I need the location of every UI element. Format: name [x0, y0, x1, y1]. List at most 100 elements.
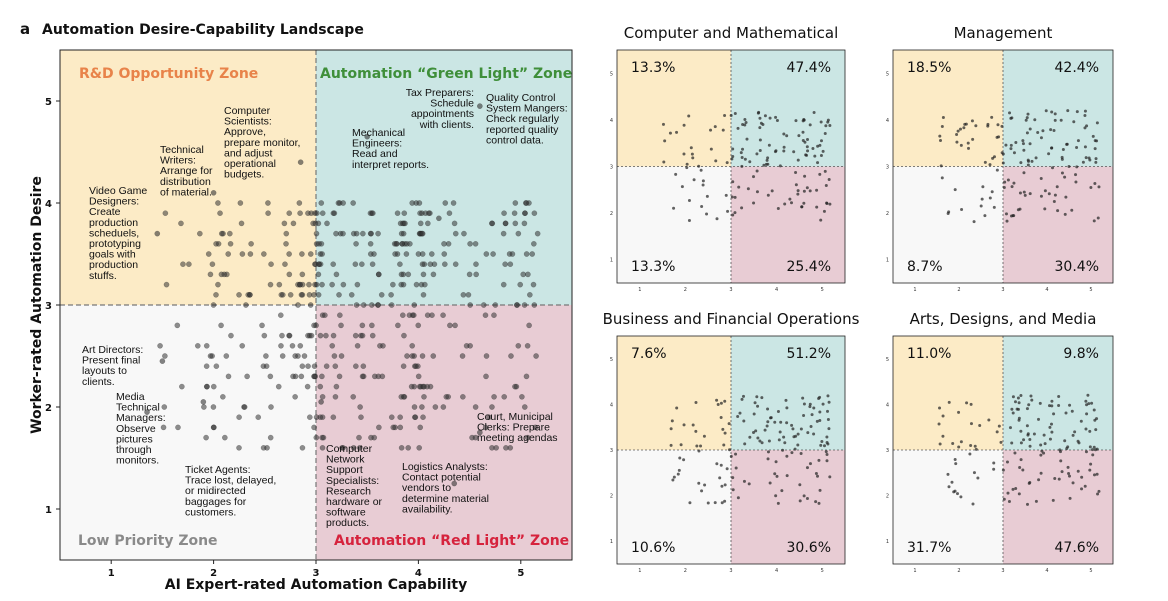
main-point [399, 312, 406, 319]
panel-point [826, 442, 830, 446]
panel-point [965, 401, 969, 405]
main-point [265, 210, 271, 216]
annotation-tax-preparers: Schedule [430, 98, 474, 110]
main-point [524, 342, 531, 349]
panel-point [1010, 116, 1014, 120]
main-point [419, 353, 426, 359]
main-point [305, 363, 311, 370]
panel-point [805, 466, 809, 470]
panel-point [952, 490, 956, 494]
panel-point [753, 401, 757, 405]
annotation-computer-network: Specialists: [326, 475, 379, 487]
main-point [421, 393, 427, 400]
panel-point [1022, 438, 1026, 442]
annotation-computer-scientists: Scientists: [224, 116, 272, 128]
main-point [356, 434, 362, 441]
panel-point [695, 444, 699, 448]
panel-point [826, 409, 830, 413]
main-point [400, 363, 407, 370]
panel-point [1043, 442, 1047, 446]
panel-point [661, 122, 665, 126]
panel-point [816, 161, 820, 165]
panel-point [794, 119, 798, 123]
panel-point [706, 501, 710, 505]
panel-point [677, 468, 681, 472]
main-point [222, 434, 228, 441]
panel-point [1010, 185, 1014, 189]
panel-point [804, 153, 808, 157]
main-point [243, 302, 249, 308]
panel-point [811, 147, 815, 151]
main-point [340, 230, 346, 237]
annotation-computer-network: Support [326, 464, 363, 476]
panel-point [770, 189, 774, 193]
panel-label: a [20, 20, 30, 38]
panel-title: Business and Financial Operations [603, 310, 860, 328]
main-point [227, 240, 234, 247]
annotation-court-clerks: Court, Municipal [477, 411, 553, 423]
panel-point [806, 149, 810, 153]
main-point [424, 312, 431, 319]
panel-point [736, 126, 740, 130]
main-point [452, 261, 459, 268]
panel-1: 1 2 3 4 5 1 2 3 4 5 Computer and Mathematical 13.3%… [610, 24, 846, 293]
panel-point [694, 429, 698, 433]
main-point [388, 302, 395, 308]
main-point [465, 291, 472, 298]
panel-point [740, 206, 744, 210]
main-point [298, 373, 305, 380]
panel-point [1017, 418, 1021, 422]
panel-point [1008, 426, 1012, 430]
panel-point [775, 119, 779, 123]
panel-point [940, 176, 944, 180]
annotation-video-game: production [89, 259, 138, 271]
panel-point [754, 429, 758, 433]
main-point [369, 322, 375, 329]
main-point [501, 210, 507, 216]
main-point [380, 342, 386, 349]
panel-x-tick: 5 [821, 287, 824, 293]
main-point [375, 230, 381, 237]
panel-point [1097, 489, 1101, 493]
panel-point [1013, 451, 1017, 455]
panel-x-tick: 4 [775, 287, 778, 293]
main-point [286, 332, 293, 339]
panel-title: Computer and Mathematical [624, 24, 839, 42]
panel-point [1057, 404, 1061, 408]
main-point [441, 240, 447, 247]
annotation-ticket-agents: Ticket Agents: [185, 464, 251, 476]
panel-point [956, 129, 960, 133]
panel-point [806, 431, 810, 435]
annotation-tax-preparers: Tax Preparers: [406, 87, 474, 99]
main-point [354, 342, 361, 349]
panel-point [747, 482, 751, 486]
panel-point [1076, 469, 1080, 473]
panel-point [1010, 407, 1014, 411]
panel-point [1076, 139, 1080, 143]
main-point [440, 312, 446, 319]
main-point [281, 220, 288, 227]
annotation-quality-control: reported quality [486, 124, 559, 136]
main-point [178, 220, 184, 227]
panel-y-tick: 4 [886, 118, 889, 124]
panel-point [743, 157, 747, 161]
panel-point [1059, 118, 1063, 122]
main-point [520, 271, 527, 278]
panel-point [765, 424, 769, 428]
panel-point [675, 130, 679, 134]
panel-point [687, 114, 691, 118]
main-point [313, 240, 320, 247]
panel-point [760, 441, 764, 445]
main-point [404, 353, 410, 359]
main-point [467, 302, 473, 308]
panel-point [1017, 492, 1021, 496]
panel-point [1070, 409, 1074, 413]
main-point [203, 383, 210, 390]
panel-point [1016, 208, 1020, 212]
annotation-court-clerks: Clerks: Prepare [477, 422, 550, 434]
panel-point [1021, 142, 1025, 146]
main-point [512, 200, 519, 206]
panel-point [713, 501, 717, 505]
main-point [210, 404, 217, 410]
panel-point [701, 183, 705, 187]
